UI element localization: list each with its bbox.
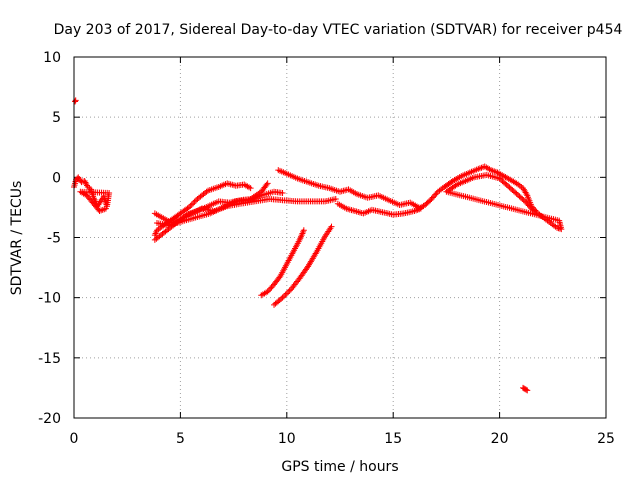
data-point: [428, 195, 435, 202]
data-point: [328, 223, 335, 230]
data-point: [448, 178, 455, 185]
x-tick-label: 25: [597, 431, 615, 447]
y-tick-label: -15: [38, 351, 61, 367]
data-point: [283, 290, 290, 297]
y-tick-label: 5: [52, 110, 61, 126]
data-point: [503, 181, 510, 188]
data-point: [278, 295, 285, 302]
data-point: [185, 204, 192, 211]
data-point: [520, 197, 527, 204]
y-axis-label: SDTVAR / TECUs: [9, 181, 25, 296]
data-point: [188, 201, 195, 208]
data-point: [247, 185, 254, 192]
data-points: [71, 97, 565, 394]
grid-layer: [74, 57, 606, 418]
data-point: [502, 180, 509, 187]
data-point: [193, 197, 200, 204]
y-tick-label: -5: [47, 231, 61, 247]
data-point: [332, 195, 339, 202]
y-tick-label: -10: [38, 291, 61, 307]
data-point: [512, 189, 519, 196]
data-point: [530, 208, 537, 215]
data-point: [499, 178, 506, 185]
y-tick-label: 10: [43, 50, 61, 66]
tick-layer: 0 5 10 15 20 25 -20 -15 -10 -5 0 5 10: [38, 50, 615, 447]
x-axis-label: GPS time / hours: [281, 459, 398, 475]
data-point: [276, 274, 283, 281]
data-point: [519, 195, 526, 202]
data-point: [496, 175, 503, 182]
y-tick-label: 0: [52, 170, 61, 186]
data-point: [523, 190, 530, 197]
series-diagonal-1: [258, 227, 307, 299]
series-start-spike: [72, 97, 79, 105]
data-point: [279, 189, 286, 196]
data-point: [507, 185, 514, 192]
data-point: [190, 200, 197, 207]
data-point: [529, 206, 536, 213]
y-tick-label: -20: [38, 411, 61, 427]
x-tick-label: 5: [176, 431, 185, 447]
data-point: [267, 285, 274, 292]
x-tick-label: 20: [491, 431, 509, 447]
data-point: [516, 193, 523, 200]
series-segment-d: [153, 188, 286, 229]
plot-frame: [73, 56, 607, 419]
data-point: [432, 191, 439, 198]
data-point: [282, 291, 289, 298]
series-descending-lower: [334, 200, 424, 218]
data-point: [264, 180, 271, 187]
series-early-cluster: [71, 174, 113, 215]
data-point: [431, 193, 438, 200]
series-hump: [415, 163, 565, 233]
data-point: [427, 197, 434, 204]
data-point: [498, 176, 505, 183]
series-diagonal-2: [271, 223, 335, 308]
data-point: [191, 198, 198, 205]
data-point: [509, 186, 516, 193]
data-point: [506, 184, 513, 191]
data-point: [524, 387, 531, 394]
x-tick-label: 15: [384, 431, 402, 447]
data-point: [513, 190, 520, 197]
data-point: [510, 188, 517, 195]
data-point: [517, 194, 524, 201]
chart-title: Day 203 of 2017, Sidereal Day-to-day VTE…: [54, 22, 623, 38]
data-point: [279, 294, 286, 301]
series-descending-upper: [275, 167, 422, 211]
data-point: [102, 205, 109, 212]
data-point: [265, 287, 272, 294]
data-point: [505, 183, 512, 190]
x-tick-label: 0: [70, 431, 79, 447]
data-point: [433, 190, 440, 197]
data-point: [187, 203, 194, 210]
data-point: [263, 181, 270, 188]
data-point: [280, 293, 287, 300]
data-point: [99, 206, 106, 213]
data-point: [286, 287, 293, 294]
x-tick-label: 10: [278, 431, 296, 447]
series-outlier: [520, 384, 531, 394]
data-point: [72, 98, 79, 105]
data-point: [268, 284, 275, 291]
data-point: [515, 192, 522, 199]
data-point: [523, 386, 530, 393]
data-point: [500, 179, 507, 186]
data-point: [285, 289, 292, 296]
data-point: [300, 227, 307, 234]
data-point: [264, 288, 271, 295]
data-point: [429, 194, 436, 201]
